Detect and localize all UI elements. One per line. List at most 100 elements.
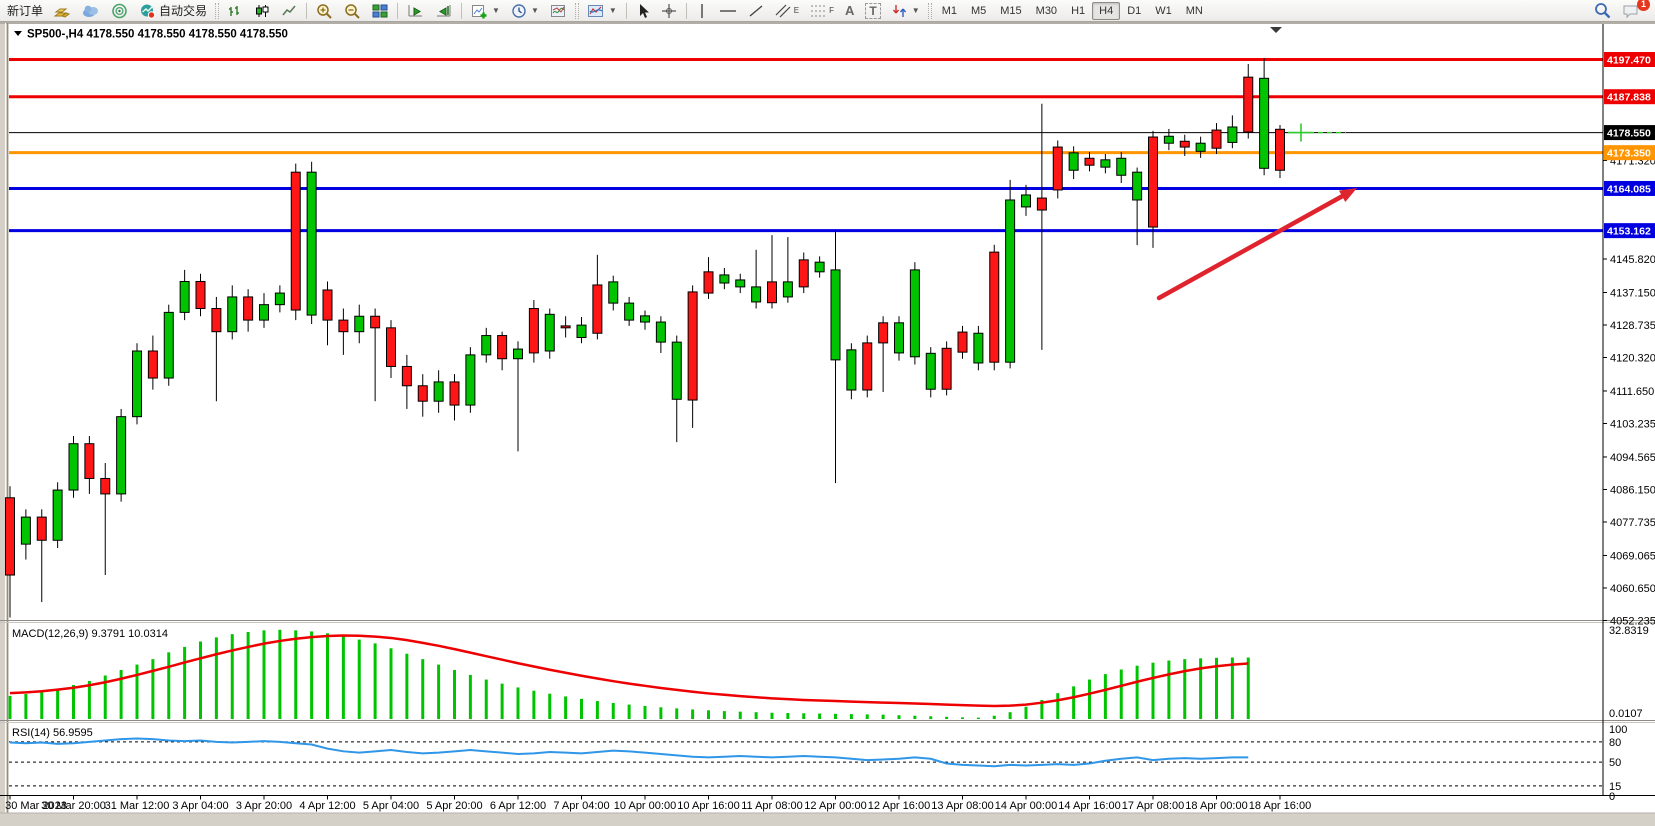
price-tag-4153.162 xyxy=(1604,223,1655,239)
zoom-in-icon xyxy=(317,3,332,19)
toolbar-separator xyxy=(685,2,687,19)
time-label: 3 Apr 04:00 xyxy=(172,800,228,812)
chevron-down-icon[interactable]: ▼ xyxy=(911,6,920,15)
fibonacci-tool-button[interactable]: F xyxy=(805,1,839,21)
broadcast-icon xyxy=(112,3,127,18)
auto-scroll-button[interactable] xyxy=(402,1,429,21)
timeframe-h4-button[interactable]: H4 xyxy=(1092,1,1121,20)
price-tick-label: 4128.735 xyxy=(1610,320,1655,332)
price-tag-label: 4187.838 xyxy=(1607,92,1651,104)
symbol-ohlc-label: SP500-,H4 4178.550 4178.550 4178.550 417… xyxy=(27,29,288,41)
main-toolbar: 新订单 xyxy=(0,0,1655,22)
price-tick-label: 4094.565 xyxy=(1610,452,1655,464)
price-tag-4187.838 xyxy=(1604,89,1655,105)
timeframe-m15-button[interactable]: M15 xyxy=(1000,4,1022,17)
time-label: 12 Apr 16:00 xyxy=(868,800,930,812)
macd-label: MACD(12,26,9) 9.3791 10.0314 xyxy=(12,628,168,640)
zoom-in-button[interactable] xyxy=(311,1,338,21)
notification-badge[interactable]: 1 xyxy=(1637,0,1650,11)
price-tag-4178.550 xyxy=(1604,125,1655,141)
text-label-tool-button[interactable]: T xyxy=(860,1,885,21)
time-label: 30 Mar 2023 xyxy=(5,800,67,812)
new-order-button[interactable]: 新订单 xyxy=(2,1,48,21)
clock-icon xyxy=(512,3,526,18)
candlestick-icon xyxy=(256,4,269,17)
time-label: 30 Mar 20:00 xyxy=(41,800,106,812)
chevron-down-icon[interactable]: ▼ xyxy=(608,6,617,15)
timeframe-m5-button[interactable]: M5 xyxy=(970,4,987,17)
time-label: 5 Apr 04:00 xyxy=(363,800,419,812)
chart-shift-marker[interactable] xyxy=(1270,27,1282,33)
zoom-out-button[interactable] xyxy=(339,1,366,21)
timeframe-d1-button[interactable]: D1 xyxy=(1127,4,1142,17)
channel-tool-button[interactable]: E xyxy=(770,1,804,21)
price-tag-label: 4197.470 xyxy=(1607,55,1651,67)
time-label: 4 Apr 12:00 xyxy=(299,800,355,812)
price-tag-4164.085 xyxy=(1604,180,1655,196)
macd-panel: MACD(12,26,9) 9.3791 10.0314 xyxy=(8,628,1250,719)
trend-arrow-annotation[interactable] xyxy=(1156,188,1357,301)
timeframe-w1-button[interactable]: W1 xyxy=(1155,4,1172,17)
bar-chart-type-button[interactable] xyxy=(222,1,248,21)
candlestick-type-button[interactable] xyxy=(249,1,275,21)
toolbar-separator xyxy=(625,2,627,19)
timeframe-m1-button[interactable]: M1 xyxy=(941,4,957,17)
toolbar-separator xyxy=(397,2,399,19)
price-axis[interactable]: 4171.3204145.8204137.1504128.7354120.320… xyxy=(1602,24,1655,803)
templates-button[interactable] xyxy=(545,1,572,21)
time-label: 18 Apr 00:00 xyxy=(1185,800,1247,812)
periods-button[interactable]: ▼ xyxy=(506,1,544,21)
chart-canvas[interactable]: SP500-,H4 4178.550 4178.550 4178.550 417… xyxy=(0,22,1655,826)
cursor-icon xyxy=(639,3,649,18)
tile-windows-button[interactable] xyxy=(367,1,393,21)
time-label: 14 Apr 16:00 xyxy=(1058,800,1120,812)
vline-tool-button[interactable] xyxy=(691,1,713,21)
autotrade-label: 自动交易 xyxy=(159,4,208,18)
cursor-tool-button[interactable] xyxy=(631,1,655,21)
time-label: 3 Apr 20:00 xyxy=(236,800,292,812)
chevron-down-icon[interactable]: ▼ xyxy=(530,6,539,15)
hline-tool-button[interactable] xyxy=(714,1,742,21)
time-label: 10 Apr 00:00 xyxy=(614,800,676,812)
line-chart-icon xyxy=(282,5,296,15)
price-tick-label: 4120.320 xyxy=(1610,352,1655,364)
timeframe-h1-button[interactable]: H1 xyxy=(1071,4,1086,17)
toolbar-separator xyxy=(306,2,308,19)
price-tick-label: 4103.235 xyxy=(1610,418,1655,430)
trendline-tool-button[interactable] xyxy=(743,1,769,21)
chart-title: SP500-,H4 4178.550 4178.550 4178.550 417… xyxy=(14,29,288,41)
indicators-button[interactable]: ▼ xyxy=(582,1,622,21)
gold-bars-icon[interactable] xyxy=(49,1,76,21)
autotrade-button[interactable]: 自动交易 xyxy=(134,1,212,21)
signals-icon[interactable] xyxy=(106,1,133,21)
toolbar-grip xyxy=(927,2,932,19)
macd-scale-max: 32.8319 xyxy=(1609,625,1649,637)
line-chart-type-button[interactable] xyxy=(276,1,302,21)
vertical-line-icon xyxy=(701,3,703,18)
text-tool-button[interactable]: A xyxy=(840,1,859,21)
price-level-lines[interactable] xyxy=(9,58,1603,233)
arrows-tool-button[interactable]: ▼ xyxy=(887,1,925,21)
autotrade-icon xyxy=(141,4,156,19)
timeframe-mn-button[interactable]: MN xyxy=(1185,4,1203,17)
chart-shift-button[interactable] xyxy=(430,1,457,21)
new-chart-button[interactable]: ▼ xyxy=(466,1,505,21)
collapse-triangle-icon[interactable] xyxy=(14,31,22,36)
candlesticks xyxy=(5,58,1285,618)
rsi-scale-100: 100 xyxy=(1609,724,1627,736)
gold-bars-icon xyxy=(54,8,71,18)
time-label: 7 Apr 04:00 xyxy=(553,800,609,812)
crosshair-tool-button[interactable] xyxy=(656,1,682,21)
notifications-button[interactable]: 1 xyxy=(1617,0,1650,21)
time-label: 10 Apr 16:00 xyxy=(677,800,739,812)
chevron-down-icon[interactable]: ▼ xyxy=(492,6,500,15)
search-button[interactable] xyxy=(1589,1,1616,21)
time-label: 17 Apr 08:00 xyxy=(1122,800,1184,812)
timeframe-m30-button[interactable]: M30 xyxy=(1035,4,1058,17)
price-tick-label: 4137.150 xyxy=(1610,287,1655,299)
time-label: 18 Apr 16:00 xyxy=(1249,800,1311,812)
toolbar-grip xyxy=(574,2,579,19)
macd-scale-min: 0.0107 xyxy=(1609,708,1643,720)
mql5-cloud-icon[interactable] xyxy=(77,1,105,21)
